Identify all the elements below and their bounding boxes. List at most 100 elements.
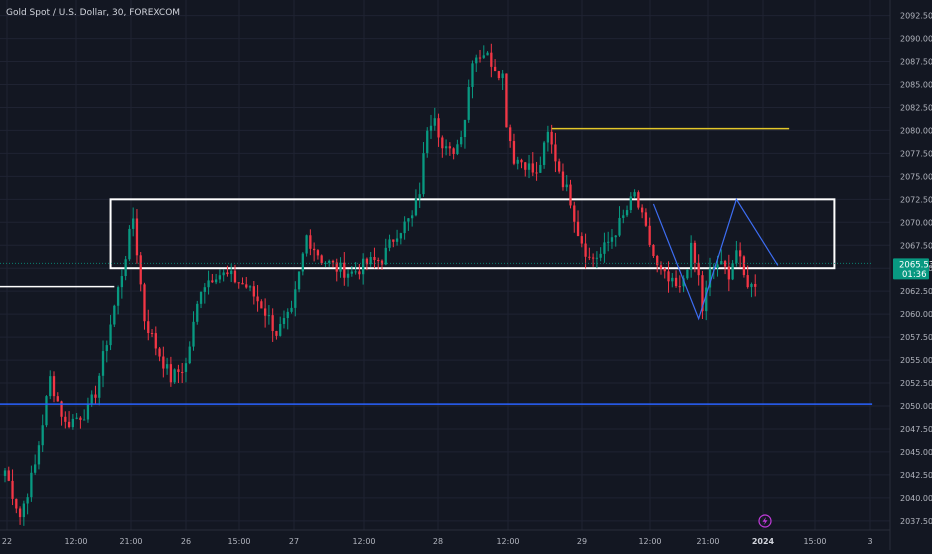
- y-tick-label: 2077.50: [900, 149, 932, 158]
- y-tick-label: 2092.50: [900, 12, 932, 21]
- candle: [71, 414, 75, 430]
- y-tick-label: 2052.50: [900, 379, 932, 388]
- candle-body: [173, 369, 176, 383]
- lightning-event-icon[interactable]: [758, 514, 772, 528]
- candle-body: [490, 52, 493, 67]
- candle: [640, 204, 644, 219]
- y-tick-label: 2070.00: [900, 218, 932, 227]
- candle-body: [388, 239, 391, 248]
- candle-body: [75, 417, 78, 419]
- candle: [444, 139, 448, 156]
- candle: [101, 340, 105, 388]
- candle: [305, 234, 308, 257]
- candle-body: [177, 369, 180, 372]
- candle-body: [667, 271, 670, 282]
- candle-body: [456, 144, 459, 155]
- candle-body: [599, 253, 602, 258]
- candle: [426, 127, 429, 158]
- x-tick-label: 12:00: [638, 537, 661, 546]
- candles: [3, 43, 757, 526]
- candle: [754, 274, 757, 297]
- range-box[interactable]: [109, 198, 836, 270]
- candle-body: [67, 421, 71, 428]
- candle: [674, 270, 678, 288]
- candle: [301, 252, 304, 276]
- candle: [542, 140, 546, 169]
- candle: [739, 242, 742, 268]
- candle-body: [188, 346, 191, 364]
- candle: [689, 235, 693, 278]
- x-tick-label: 26: [181, 537, 191, 546]
- candle: [475, 54, 478, 72]
- candle: [588, 247, 591, 261]
- y-tick-label: 2082.50: [900, 103, 932, 112]
- candle-body: [671, 277, 674, 282]
- countdown-label: 01:36: [902, 270, 927, 280]
- candle-body: [422, 153, 425, 195]
- candle: [226, 265, 229, 277]
- candle: [279, 316, 282, 337]
- candle: [358, 264, 361, 280]
- candle: [618, 206, 621, 237]
- candle-body: [165, 364, 169, 369]
- candle-body: [128, 228, 131, 260]
- candle-body: [94, 394, 97, 398]
- candle: [335, 258, 338, 282]
- candle: [573, 201, 576, 233]
- candle-body: [230, 270, 233, 275]
- candle: [418, 182, 421, 209]
- range-box-layer[interactable]: [109, 198, 836, 270]
- candle: [328, 259, 331, 267]
- candle-body: [705, 287, 708, 312]
- candle: [429, 114, 433, 139]
- candle: [233, 264, 237, 284]
- candle: [742, 255, 746, 278]
- candle-body: [384, 247, 387, 265]
- candle: [75, 413, 78, 420]
- candle-body: [546, 131, 550, 143]
- candle: [633, 189, 636, 199]
- candle: [41, 414, 44, 452]
- candle: [177, 364, 180, 383]
- candle: [18, 506, 22, 525]
- x-tick-label: 27: [289, 537, 299, 546]
- candle-body: [241, 282, 244, 285]
- candle-body: [607, 241, 610, 243]
- candle-body: [301, 253, 304, 272]
- candle-body: [486, 52, 489, 56]
- candle-body: [622, 215, 625, 218]
- candle-body: [11, 480, 14, 499]
- candle-body: [633, 192, 636, 197]
- candle: [260, 299, 263, 309]
- candle: [671, 273, 674, 288]
- candle: [267, 305, 271, 325]
- candle-body: [222, 272, 225, 276]
- candle-body: [101, 351, 105, 376]
- candle-body: [305, 235, 308, 254]
- candle-body: [520, 159, 523, 163]
- candle-body: [558, 161, 561, 172]
- candle: [309, 229, 312, 256]
- candle: [218, 269, 222, 284]
- candle: [565, 175, 568, 192]
- candle-body: [362, 258, 365, 275]
- candle-body: [83, 419, 86, 421]
- candle-body: [64, 416, 67, 422]
- candle-body: [603, 242, 606, 254]
- candle: [384, 238, 387, 266]
- candle: [637, 190, 640, 210]
- projection-path[interactable]: [652, 197, 779, 321]
- candle-body: [331, 260, 335, 263]
- candle: [569, 179, 572, 209]
- candle: [105, 340, 108, 363]
- x-tick-label: 12:00: [352, 537, 375, 546]
- x-tick-label: 3: [867, 537, 872, 546]
- candle: [750, 282, 753, 298]
- candle-body: [343, 262, 346, 278]
- candle: [135, 209, 139, 264]
- drawings[interactable]: [0, 127, 873, 405]
- candle-body: [720, 261, 723, 265]
